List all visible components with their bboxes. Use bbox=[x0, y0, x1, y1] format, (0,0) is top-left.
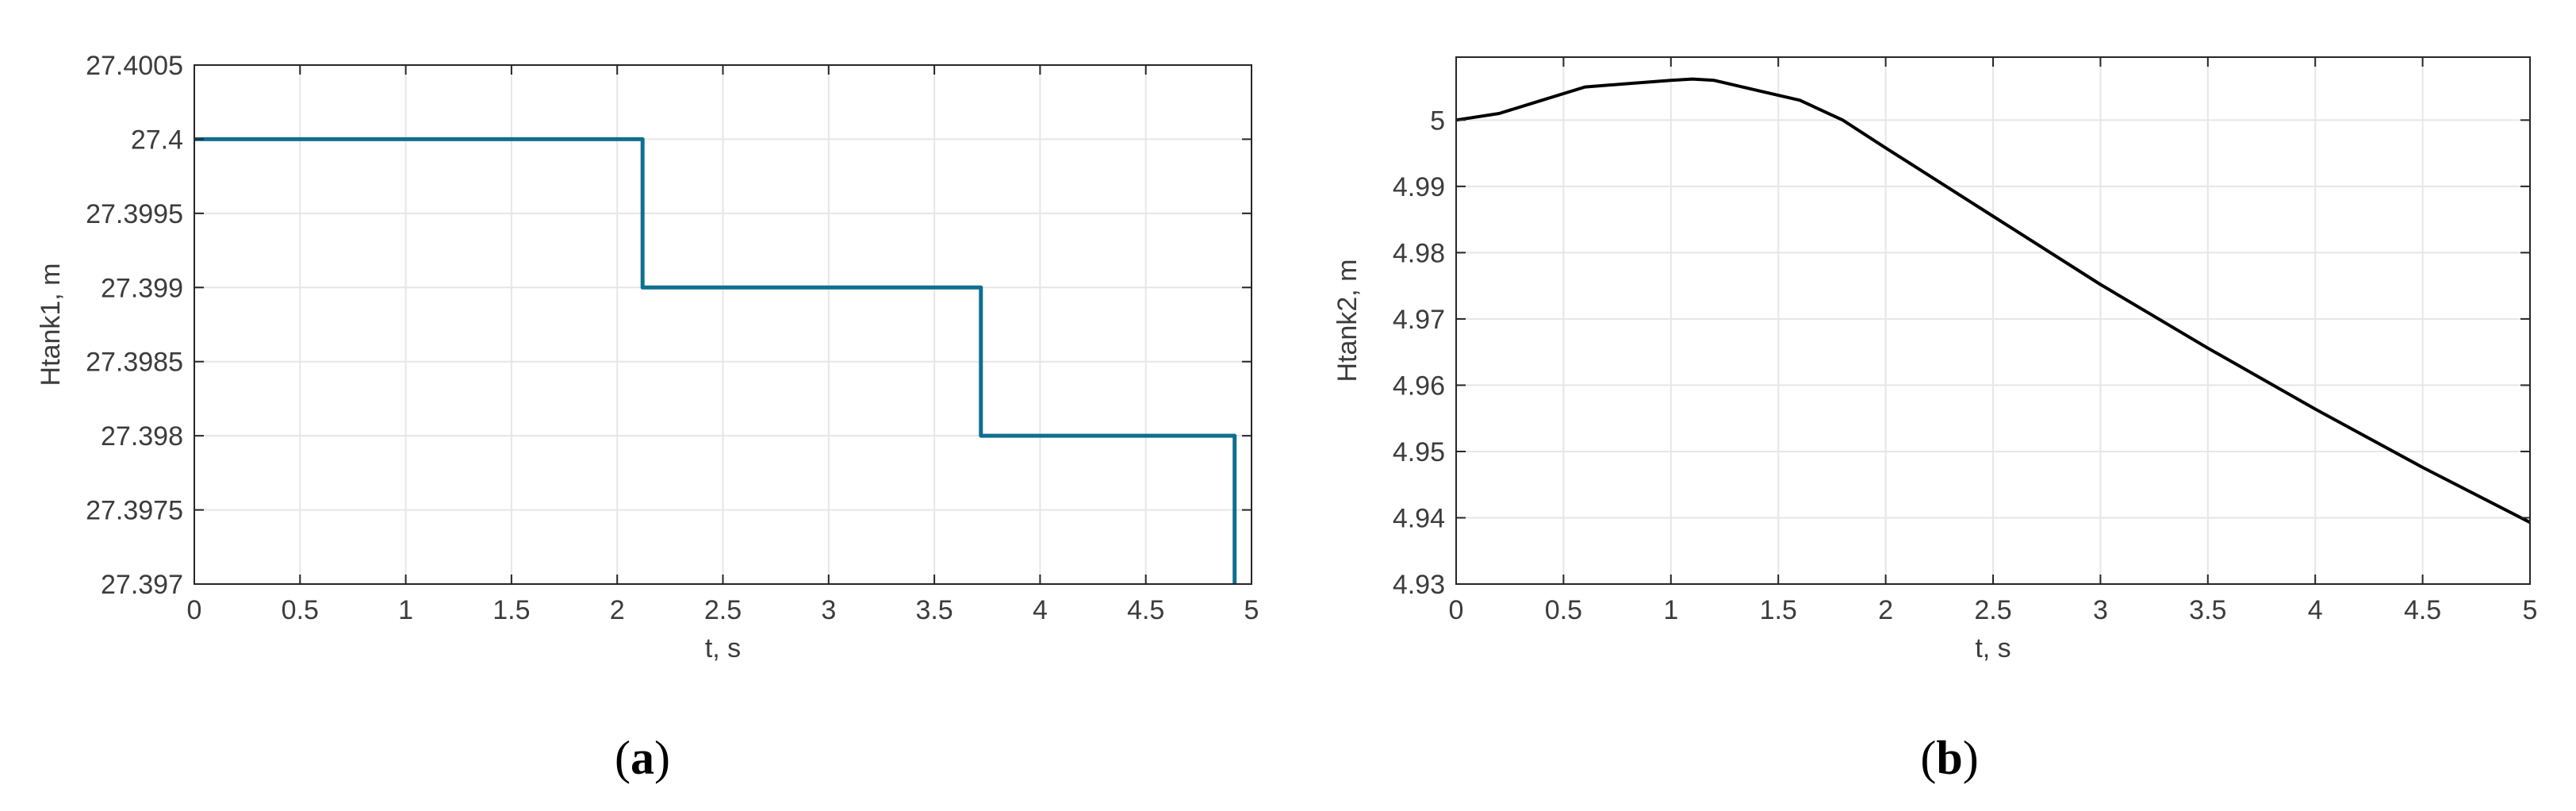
panel-a-x-tick-label: 1 bbox=[398, 595, 413, 625]
panel-a-x-tick-label: 0 bbox=[187, 595, 202, 625]
panel-a-y-tick-label: 27.399 bbox=[101, 273, 183, 303]
panel-b-series-line bbox=[1455, 77, 2531, 525]
panel-b-gridlines bbox=[1455, 57, 2531, 585]
panel-a-series-line bbox=[194, 136, 1237, 584]
panel-a-series-group bbox=[194, 136, 1237, 584]
panel-a-x-tick-label: 4 bbox=[1033, 595, 1048, 625]
panel-b-x-tick-label: 4.5 bbox=[2404, 595, 2441, 625]
panel-b-x-tick-label: 4 bbox=[2308, 595, 2323, 625]
panel-a-x-tick-label: 0.5 bbox=[282, 595, 319, 625]
panel-b-x-tick-label: 1.5 bbox=[1760, 595, 1797, 625]
panel-a-y-tick-label: 27.3995 bbox=[86, 199, 183, 229]
panel-a-y-tick-label: 27.4005 bbox=[86, 51, 183, 81]
panel-a-x-tick-label: 1.5 bbox=[493, 595, 530, 625]
panel-b-x-tick-label: 3.5 bbox=[2189, 595, 2226, 625]
panel-a-gridlines bbox=[194, 64, 1252, 585]
panel-b-y-tick-label: 4.93 bbox=[1393, 570, 1445, 600]
panel-b-y-tick-label: 4.98 bbox=[1393, 238, 1445, 268]
panel-b-y-tick-label: 4.95 bbox=[1393, 437, 1445, 467]
panel-b-y-tick-label: 4.94 bbox=[1393, 503, 1445, 533]
panel-a-tick-group: 0 0.5 1 1.5 2 2.5 3 3.5 4 4.5 5 27.397 27.3975 27.398… bbox=[86, 51, 1259, 625]
panel-a-x-tick-label: 2.5 bbox=[704, 595, 742, 625]
panel-a-y-tick-label: 27.398 bbox=[101, 421, 183, 452]
panel-a-x-tick-label: 3 bbox=[821, 595, 836, 625]
panel-a-y-tick-label: 27.4 bbox=[131, 125, 183, 155]
panel-b-y-tick-label: 4.97 bbox=[1393, 305, 1445, 335]
panel-a-y-tick-label: 27.3985 bbox=[86, 348, 183, 378]
panel-b-tick-group: 0 0.5 1 1.5 2 2.5 3 3.5 4 4.5 5 4.93 4.94 4.95 4.96 4.9… bbox=[1393, 57, 2538, 625]
panel-a-y-axis-label: Htank1, m bbox=[36, 263, 66, 386]
panel-a-x-tick-label: 3.5 bbox=[915, 595, 953, 625]
panel-b-x-tick-label: 0.5 bbox=[1545, 595, 1582, 625]
panel-a-y-tick-label: 27.3975 bbox=[86, 496, 183, 526]
panel-b-y-axis-label: Htank2, m bbox=[1332, 259, 1363, 382]
panel-a-caption-letter: a bbox=[631, 732, 654, 784]
panel-b-x-tick-label: 5 bbox=[2523, 595, 2538, 625]
panel-b-x-axis-label: t, s bbox=[1975, 633, 2011, 663]
panel-b-caption: (b) bbox=[1920, 732, 1978, 784]
panel-b-series-group bbox=[1455, 77, 2531, 525]
panel-a-x-tick-label: 2 bbox=[610, 595, 625, 625]
panel-a-caption: (a) bbox=[615, 732, 670, 784]
panel-a-x-tick-label: 5 bbox=[1244, 595, 1259, 625]
panel-b-y-tick-label: 4.96 bbox=[1393, 371, 1445, 401]
panel-a-x-tick-label: 4.5 bbox=[1127, 595, 1164, 625]
panel-b-caption-letter: b bbox=[1936, 732, 1962, 784]
panel-b-x-tick-label: 3 bbox=[2093, 595, 2108, 625]
panel-a-chart: 0 0.5 1 1.5 2 2.5 3 3.5 4 4.5 5 27.397 27.3975 27.398… bbox=[36, 51, 1259, 784]
panel-b-chart: 0 0.5 1 1.5 2 2.5 3 3.5 4 4.5 5 4.93 4.94 4.95 4.96 4.9… bbox=[1332, 56, 2538, 784]
panel-b-x-tick-label: 1 bbox=[1663, 595, 1678, 625]
panel-b-x-tick-label: 2 bbox=[1878, 595, 1893, 625]
panel-b-x-tick-label: 0 bbox=[1449, 595, 1464, 625]
panel-b-x-tick-label: 2.5 bbox=[1974, 595, 2011, 625]
panel-a-y-tick-label: 27.397 bbox=[101, 570, 183, 600]
panel-b-y-tick-label: 5 bbox=[1430, 106, 1445, 136]
panel-a-x-axis-label: t, s bbox=[705, 633, 741, 663]
panel-b-y-tick-label: 4.99 bbox=[1393, 172, 1445, 202]
